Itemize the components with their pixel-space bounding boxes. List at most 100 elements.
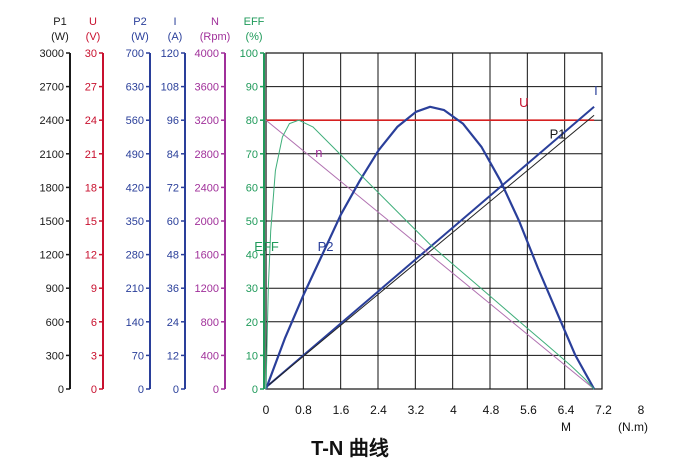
series-eff	[265, 119, 595, 390]
y-tick-label: 90	[246, 82, 258, 94]
series-lines	[264, 105, 596, 390]
curve-label-p1: P1	[550, 127, 566, 142]
y-axis-name: P1	[53, 16, 66, 28]
series-p1	[265, 114, 595, 388]
y-axis-name: U	[89, 16, 97, 28]
y-tick-label: 108	[161, 82, 179, 94]
y-tick-label: 400	[201, 350, 219, 362]
y-tick-label: 18	[85, 182, 97, 194]
y-tick-label: 0	[173, 384, 179, 396]
y-tick-label: 4000	[195, 48, 219, 60]
y-tick-label: 60	[167, 216, 179, 228]
y-tick-label: 900	[46, 283, 64, 295]
y-tick-label: 20	[246, 317, 258, 329]
y-tick-label: 9	[91, 283, 97, 295]
x-tick-label: 7.2	[595, 403, 612, 417]
y-tick-label: 10	[246, 350, 258, 362]
y-tick-label: 800	[201, 317, 219, 329]
y-tick-label: 3000	[40, 48, 64, 60]
y-axis-unit: (A)	[168, 31, 183, 43]
y-tick-label: 12	[167, 350, 179, 362]
y-tick-label: 490	[126, 149, 144, 161]
y-tick-label: 1200	[195, 283, 219, 295]
y-tick-label: 15	[85, 216, 97, 228]
y-tick-label: 2700	[40, 82, 64, 94]
y-tick-label: 100	[240, 48, 258, 60]
y-tick-label: 600	[46, 317, 64, 329]
y-axis-eff: EFF (%) 0 10 20 30 40 50 60 70 80 90 100	[240, 16, 265, 396]
x-tick-label: 3.2	[408, 403, 425, 417]
y-tick-label: 24	[85, 115, 97, 127]
y-tick-label: 84	[167, 149, 179, 161]
y-tick-label: 0	[213, 384, 219, 396]
curve-label-n: n	[315, 145, 322, 160]
y-axis-u: U (V) 0 3 6 9 12 15 18 21 24 27 30	[85, 16, 104, 396]
y-axis-unit: (%)	[245, 31, 262, 43]
y-tick-label: 2400	[40, 115, 64, 127]
x-axis: 0 0.8 1.6 2.4 3.2 4 4.8 5.6 6.4 7.2 8 M (N.m)	[263, 403, 648, 434]
y-tick-label: 350	[126, 216, 144, 228]
y-axis-unit: (W)	[51, 31, 69, 43]
y-tick-label: 0	[58, 384, 64, 396]
y-axis-name: N	[211, 16, 219, 28]
y-tick-label: 50	[246, 216, 258, 228]
chart-title: T-N 曲线	[311, 436, 389, 460]
y-tick-label: 1500	[40, 216, 64, 228]
y-tick-label: 140	[126, 317, 144, 329]
y-tick-label: 40	[246, 250, 258, 262]
y-tick-label: 2400	[195, 182, 219, 194]
y-tick-label: 280	[126, 250, 144, 262]
x-tick-label: 4.8	[483, 403, 500, 417]
series-i	[265, 106, 595, 389]
x-tick-label: 1.6	[333, 403, 350, 417]
y-tick-label: 48	[167, 250, 179, 262]
y-axis-unit: (V)	[86, 31, 101, 43]
y-axis-n: N (Rpm) 0 400 800 1200 1600 2000 2400 2800 3200 360…	[195, 16, 231, 396]
y-tick-label: 70	[246, 149, 258, 161]
y-tick-label: 2800	[195, 149, 219, 161]
x-tick-label: 5.6	[520, 403, 537, 417]
y-axis-i: I (A) 0 12 24 36 48 60 72 84 96 108 120	[161, 16, 186, 396]
y-tick-label: 630	[126, 82, 144, 94]
curve-label-p2: P2	[318, 239, 334, 254]
y-tick-label: 24	[167, 317, 179, 329]
plot-grid	[265, 52, 603, 390]
y-tick-label: 1800	[40, 182, 64, 194]
y-axis-p1: P1 (W) 0 300 600 900 1200 1500 1800 2100 2400 2700 3…	[40, 16, 71, 396]
y-tick-label: 27	[85, 82, 97, 94]
y-tick-label: 1200	[40, 250, 64, 262]
y-axis-unit: (Rpm)	[200, 31, 231, 43]
y-tick-label: 6	[91, 317, 97, 329]
y-tick-label: 3600	[195, 82, 219, 94]
x-tick-label: 2.4	[370, 403, 387, 417]
curve-label-u: U	[519, 95, 528, 110]
y-axis-unit: (W)	[131, 31, 149, 43]
y-tick-label: 300	[46, 350, 64, 362]
x-axis-unit: (N.m)	[618, 420, 648, 434]
curve-label-eff: EFF	[254, 239, 279, 254]
y-tick-label: 1600	[195, 250, 219, 262]
y-tick-label: 2000	[195, 216, 219, 228]
x-tick-label: 0	[263, 403, 270, 417]
y-tick-label: 30	[85, 48, 97, 60]
series-p2	[264, 105, 596, 390]
y-tick-label: 70	[132, 350, 144, 362]
y-tick-label: 420	[126, 182, 144, 194]
y-tick-label: 210	[126, 283, 144, 295]
y-axis-p2: P2 (W) 0 70 140 210 280 350 420 490 560 630 700	[126, 16, 151, 396]
y-tick-label: 21	[85, 149, 97, 161]
y-axes: P1(W)03006009001200150018002100240027003…	[40, 16, 265, 396]
y-axis-name: P2	[133, 16, 146, 28]
y-tick-label: 0	[252, 384, 258, 396]
curve-label-i: I	[594, 83, 598, 98]
y-tick-label: 2100	[40, 149, 64, 161]
y-tick-label: 96	[167, 115, 179, 127]
y-tick-label: 30	[246, 283, 258, 295]
x-tick-label: 8	[638, 403, 645, 417]
y-tick-label: 36	[167, 283, 179, 295]
x-tick-label: 0.8	[295, 403, 312, 417]
y-tick-label: 80	[246, 115, 258, 127]
y-tick-label: 3	[91, 350, 97, 362]
